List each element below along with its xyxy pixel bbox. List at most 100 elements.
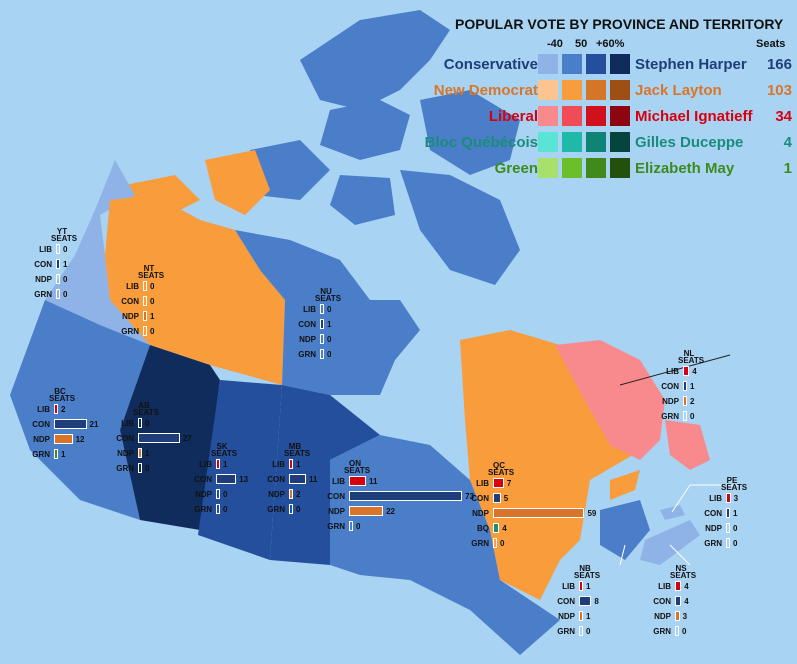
seat-bar [138, 418, 142, 428]
seat-box-nt: NT SEATS LIB 0 CON 0 NDP 1 GRN 0 [120, 265, 165, 339]
seat-row: NDP 22 [326, 504, 395, 519]
seat-row: CON 4 [652, 594, 692, 609]
seat-bar [143, 281, 147, 291]
seat-row-value: 1 [586, 582, 591, 591]
seat-row-value: 0 [296, 505, 301, 514]
seat-row-value: 12 [75, 435, 85, 444]
seat-box-header: YT SEATS [51, 228, 77, 243]
seat-row-party: BQ [477, 524, 489, 533]
seat-row-value: 0 [150, 282, 155, 291]
seat-row-party: CON [34, 260, 52, 269]
seat-bar [320, 334, 324, 344]
seat-row: CON 1 [33, 257, 73, 272]
seat-bar [683, 411, 687, 421]
seat-bar [675, 611, 680, 621]
legend-swatch [610, 158, 630, 178]
legend-swatch [562, 80, 582, 100]
leader-line [671, 484, 691, 513]
seat-bar [683, 381, 687, 391]
seat-row-value: 1 [690, 382, 695, 391]
legend-row: New Democrat Jack Layton 103 [405, 80, 795, 104]
seat-bar [289, 504, 293, 514]
seat-row-value: 2 [690, 397, 695, 406]
seat-bar [675, 581, 682, 591]
seat-box-header-line: SEATS [344, 466, 371, 475]
seat-row-party: LIB [303, 305, 316, 314]
seat-row-party: GRN [704, 539, 722, 548]
seat-row-value: 1 [327, 320, 332, 329]
seat-bar [320, 304, 324, 314]
region-NS [640, 520, 700, 565]
seat-bar [289, 474, 307, 484]
seat-row-party: NDP [117, 449, 134, 458]
seat-row: NDP 0 [33, 272, 73, 287]
seat-row-party: GRN [121, 327, 139, 336]
seat-box-header: NT SEATS [138, 265, 165, 280]
seat-row-party: LIB [562, 582, 575, 591]
seat-box-header: PE SEATS [721, 477, 747, 492]
seat-row: LIB 1 [266, 457, 306, 472]
seat-box-sk: SK SEATS LIB 1 CON 13 NDP 0 GRN 0 [193, 442, 248, 517]
seat-row-party: NDP [328, 507, 345, 516]
seat-row-party: GRN [471, 539, 489, 548]
seat-row-value: 1 [733, 509, 738, 518]
region-NL [555, 340, 665, 460]
seat-row-party: LIB [666, 367, 679, 376]
seat-row-value: 4 [692, 367, 697, 376]
seat-box-header-line: SEATS [138, 271, 165, 280]
arctic-island [420, 90, 520, 175]
region-NB [600, 500, 650, 560]
seat-row-party: GRN [661, 412, 679, 421]
seat-bar [143, 311, 147, 321]
seat-bar [54, 449, 58, 459]
seat-bar [320, 319, 324, 329]
arctic-island [320, 100, 410, 160]
seat-bar [579, 626, 583, 636]
legend-swatch [586, 158, 606, 178]
seat-box-header-line: SEATS [670, 571, 697, 580]
seat-row: GRN 0 [115, 461, 155, 476]
seat-row: NDP 1 [556, 609, 596, 624]
seat-row: LIB 2 [31, 402, 71, 417]
seat-row-party: GRN [557, 627, 575, 636]
party-leader: Jack Layton [635, 82, 722, 99]
seat-bar [579, 596, 592, 606]
seat-box-header-line: SK [216, 442, 228, 451]
seat-row-party: NDP [299, 335, 316, 344]
seat-row-value: 0 [327, 305, 332, 314]
arctic-island [300, 10, 450, 110]
seat-row: LIB 0 [120, 279, 160, 294]
seat-box-header-line: NS [675, 564, 687, 573]
seat-row-party: CON [116, 434, 134, 443]
qc-island [610, 470, 640, 500]
party-seat-total: 4 [783, 134, 792, 151]
party-leader: Gilles Duceppe [635, 134, 744, 151]
seat-bar [143, 296, 147, 306]
seat-row: NDP 2 [266, 487, 306, 502]
seat-box-header-line: SEATS [211, 449, 238, 458]
seat-bar [493, 478, 504, 488]
seat-row: CON 8 [556, 594, 599, 609]
seat-box-on: ON SEATS LIB 11 CON 73 NDP 22 GRN 0 [326, 460, 474, 534]
seat-row: CON 0 [120, 294, 160, 309]
seat-row-party: LIB [121, 419, 134, 428]
seat-row-party: NDP [654, 612, 671, 621]
seat-row-party: CON [653, 597, 671, 606]
party-leader: Stephen Harper [635, 56, 747, 73]
seat-row: GRN 0 [120, 324, 160, 339]
seat-box-header-line: SEATS [49, 394, 76, 403]
seat-row-value: 0 [150, 297, 155, 306]
seat-bar [726, 493, 731, 503]
seat-box-header-line: AB [138, 401, 150, 410]
seat-row-value: 3 [733, 494, 739, 503]
nt-island [205, 150, 270, 215]
region-SK [198, 380, 282, 560]
party-name: Green [494, 160, 538, 177]
seat-row-value: 1 [61, 450, 66, 459]
seat-row-party: LIB [199, 460, 212, 469]
seat-row: GRN 0 [703, 536, 743, 551]
seat-row-party: CON [267, 475, 285, 484]
region-YT [45, 160, 150, 345]
leader-line [669, 544, 691, 566]
seat-bar [726, 508, 730, 518]
